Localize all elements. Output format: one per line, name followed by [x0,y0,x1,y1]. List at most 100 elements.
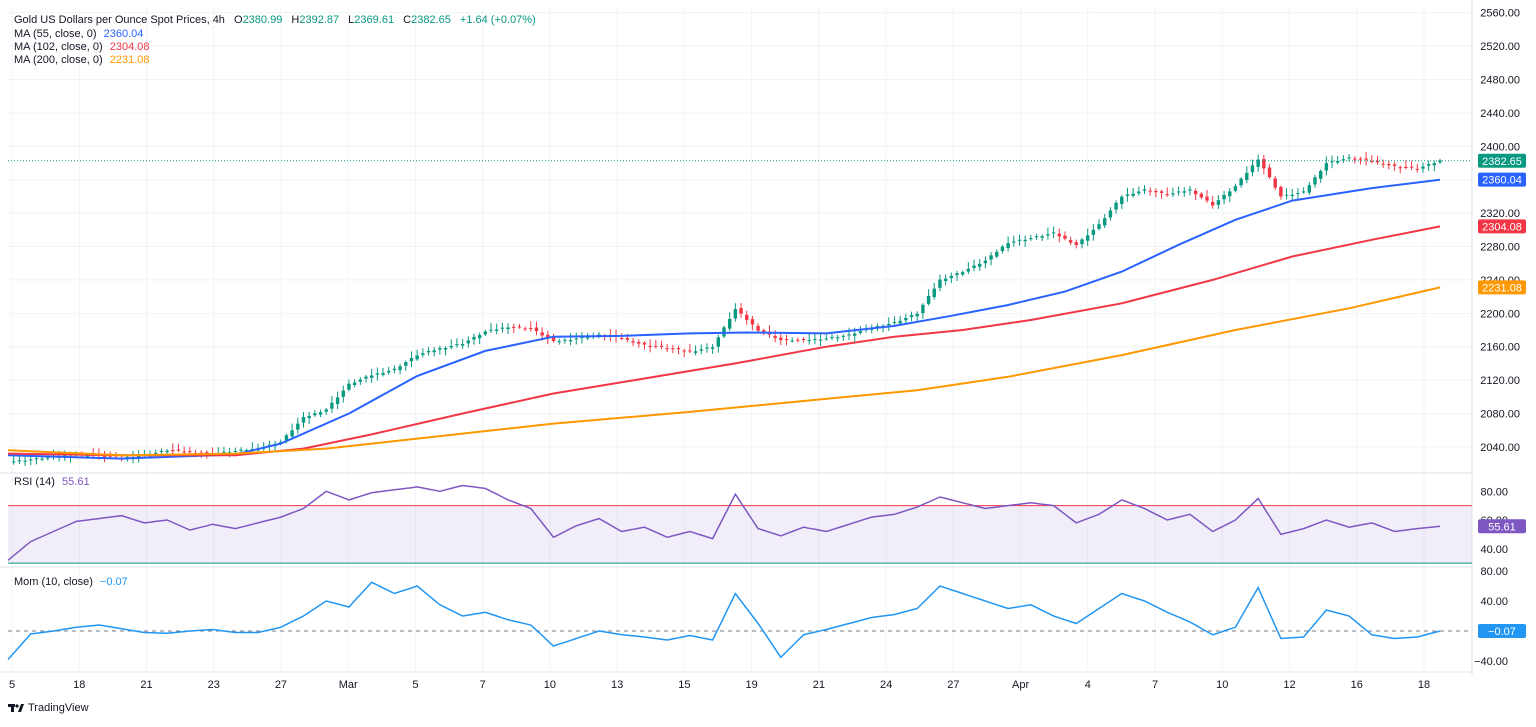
candle-body [932,288,936,298]
candle-body [415,355,419,360]
candle-body [966,268,971,272]
brand[interactable]: TradingView [8,702,89,714]
candle-body [1120,196,1124,204]
candle-body [318,412,323,415]
x-tick-label: 21 [813,679,825,691]
candle-body [955,273,959,276]
candle-body [665,348,669,350]
candle-body [1256,159,1260,167]
candle-body [506,327,510,330]
candle-body [1245,172,1249,180]
candle-body [796,339,800,341]
ma102-label: MA (102, close, 0) [14,41,103,53]
candle-body [989,255,993,260]
x-tick-label: Mar [339,679,358,691]
rsi-tick-label: 40.00 [1480,544,1508,556]
mom-tick-label: 80.00 [1480,566,1508,578]
candle-body [1324,163,1329,171]
candle-body [921,304,925,314]
price-tick-label: 2160.00 [1480,342,1520,354]
x-tick-label: 5 [9,679,15,691]
candle-body [943,278,948,282]
candle-body [517,326,522,328]
candle-body [688,350,692,352]
candle-body [1193,190,1198,195]
candle-body [1284,194,1289,196]
ma200-badge [1478,280,1526,295]
mom-tick-label: −40.00 [1474,656,1508,668]
candle-body [1370,160,1374,162]
change-value: +1.64 (+0.07%) [459,14,536,26]
candle-body [29,459,33,461]
candle-body [682,350,686,352]
candle-body [460,343,465,346]
rsi-value: 55.61 [62,476,90,488]
x-tick-label: 18 [1418,679,1430,691]
candle-body [597,334,601,336]
candle-body [352,382,357,385]
candle-body [472,336,476,340]
rsi-band [8,505,1472,564]
candle-body [1398,167,1402,169]
candle-body [739,308,743,314]
candle-body [500,327,505,329]
candle-body [983,260,988,264]
candle-body [1279,187,1283,197]
mom-label: Mom (10, close) [14,576,93,588]
candle-body [1137,191,1141,194]
x-tick-label: 27 [947,679,959,691]
candle-body [23,460,27,462]
candle-body [108,455,112,457]
x-tick-label: 7 [480,679,486,691]
candle-body [654,345,658,347]
candle-body [1085,235,1090,241]
candle-body [1103,218,1107,226]
candle-body [818,339,823,341]
candle-body [125,456,130,458]
candle-body [534,327,539,332]
candle-body [620,337,624,339]
x-tick-label: 15 [678,679,690,691]
ma200-legend: MA (200, close, 0) 2231.08 [14,54,149,66]
x-tick-label: 24 [880,679,892,691]
ma200-value: 2231.08 [109,54,150,66]
candle-body [176,449,181,451]
candle-body [477,335,482,339]
candle-body [136,456,141,458]
candle-body [1017,239,1022,241]
candle-body [364,376,368,379]
x-tick-label: 7 [1152,679,1158,691]
candle-body [1228,191,1232,197]
candle-body [625,337,630,340]
candle-body [1080,239,1084,245]
x-tick-label: 19 [745,679,757,691]
rsi-line [7,484,1441,561]
candle-body [1142,189,1147,191]
mom-legend: Mom (10, close) −0.07 [14,576,128,588]
main-legend: Gold US Dollars per Ounce Spot Prices, 4… [14,14,536,26]
price-tick-label: 2520.00 [1480,41,1520,53]
candle-body [341,390,345,397]
candle-body [824,338,828,340]
ma102-badge [1478,219,1526,234]
candle-body [85,455,90,457]
candle-body [347,383,351,390]
candle-body [949,275,954,279]
candle-body [421,353,425,355]
candle-body [699,349,703,351]
candle-body [585,337,590,339]
candle-body [841,335,846,337]
candle-body [1063,235,1067,239]
candle-body [313,413,317,416]
candle-body [915,313,919,317]
candle-body [813,338,817,340]
mom-line [7,581,1441,660]
candle-body [1364,158,1368,160]
candle-body [1301,191,1306,193]
candle-body [1262,159,1266,169]
candle-body [63,455,67,457]
candle-body [489,329,493,331]
candle-body [17,460,22,462]
